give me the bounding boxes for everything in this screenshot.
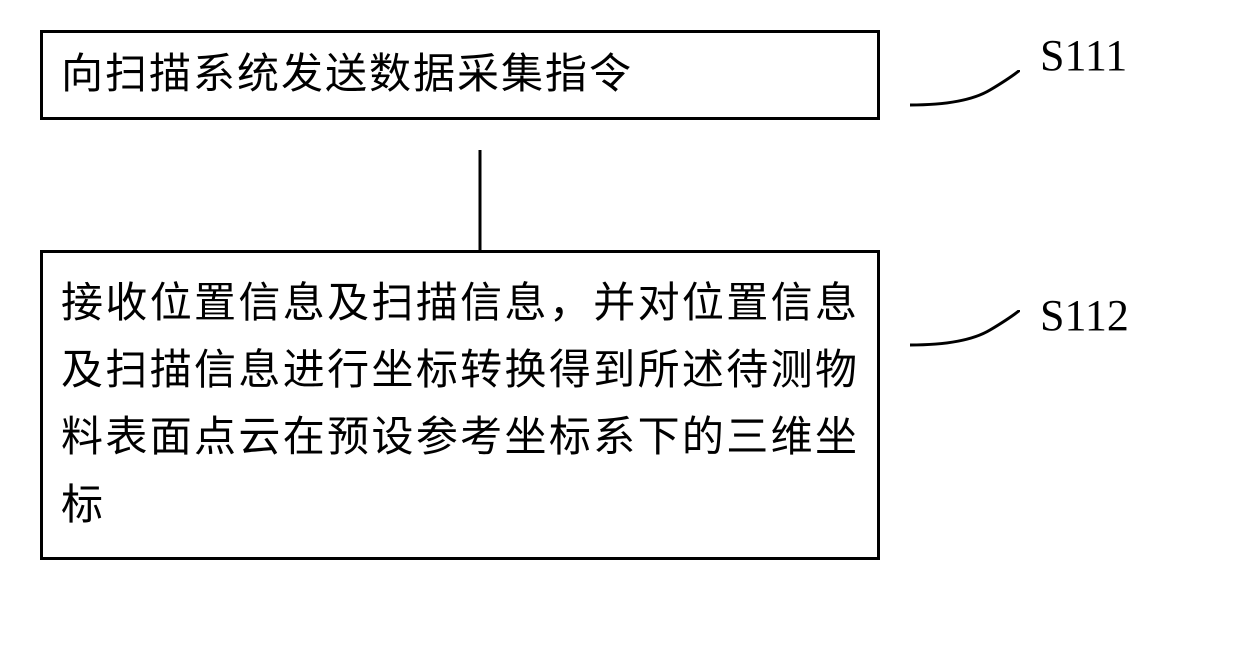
node-s111-text: 向扫描系统发送数据采集指令 (61, 48, 633, 103)
connector-curve-s111 (910, 70, 1020, 140)
connector-curve-s112 (910, 310, 1020, 380)
flowchart-node-s111: 向扫描系统发送数据采集指令 (40, 30, 880, 120)
flowchart-node-s112: 接收位置信息及扫描信息，并对位置信息及扫描信息进行坐标转换得到所述待测物料表面点… (40, 250, 880, 560)
node-s112-text: 接收位置信息及扫描信息，并对位置信息及扫描信息进行坐标转换得到所述待测物料表面点… (61, 271, 859, 540)
flowchart-container: 向扫描系统发送数据采集指令 S111 接收位置信息及扫描信息，并对位置信息及扫描… (40, 30, 1100, 560)
node-s111-label: S111 (1040, 30, 1127, 81)
node-s112-label: S112 (1040, 290, 1129, 341)
